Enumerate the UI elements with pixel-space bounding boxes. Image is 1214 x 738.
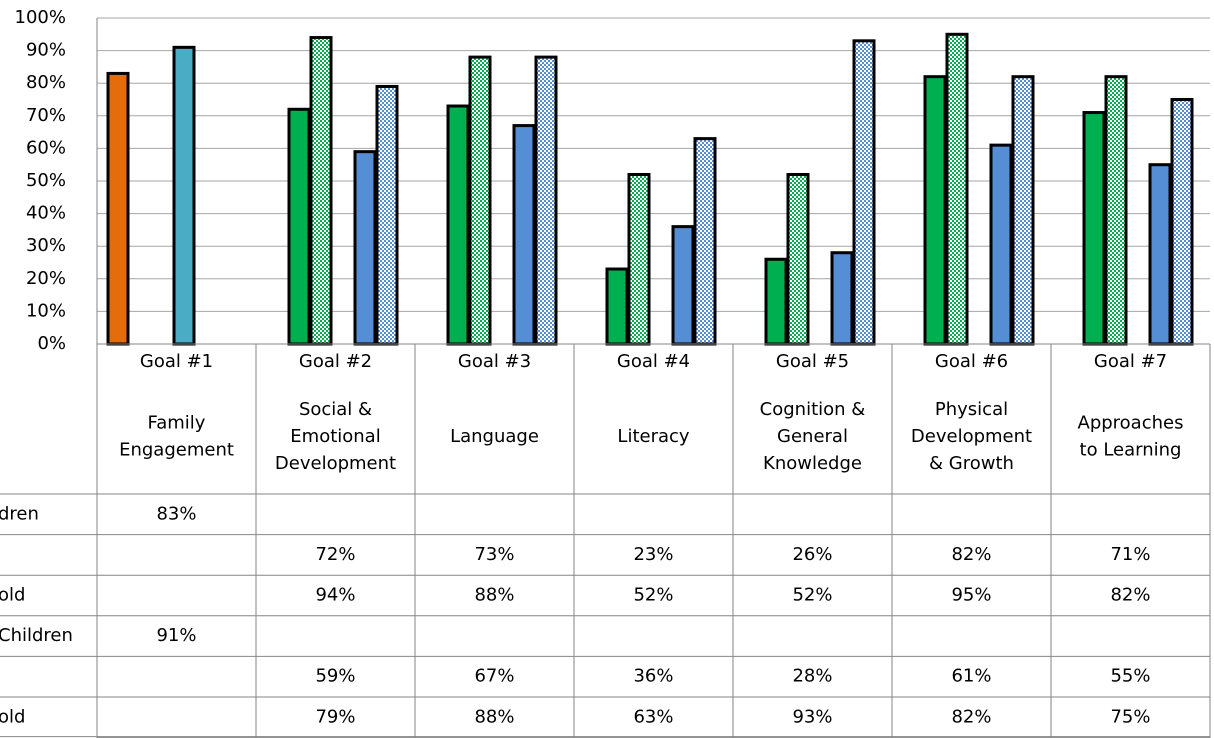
table-value: 67%	[474, 666, 514, 687]
category-description: Social &	[299, 399, 372, 420]
x-tick-label: Goal #3	[458, 351, 531, 372]
table-value: 75%	[1110, 706, 1150, 727]
table-value: 52%	[792, 585, 832, 606]
category-description: Knowledge	[763, 453, 862, 474]
bar	[786, 172, 810, 346]
bar	[945, 32, 969, 346]
bar	[852, 39, 876, 346]
y-tick-label: 60%	[26, 137, 66, 158]
y-tick-label: 40%	[26, 203, 66, 224]
category-description: Family	[148, 413, 206, 434]
bar	[1148, 163, 1172, 346]
x-tick-label: Goal #4	[617, 351, 690, 372]
y-tick-label: 50%	[26, 170, 66, 191]
y-tick-label: 0%	[37, 333, 66, 354]
table-value: 95%	[951, 585, 991, 606]
y-tick-label: 70%	[26, 105, 66, 126]
table-value: 88%	[474, 706, 514, 727]
category-description: to Learning	[1080, 440, 1182, 461]
category-description: Cognition &	[760, 399, 866, 420]
x-tick-label: Goal #7	[1094, 351, 1167, 372]
legend-label: Children	[0, 625, 73, 646]
table-value: 94%	[315, 585, 355, 606]
category-description: & Growth	[929, 453, 1014, 474]
bar	[1104, 75, 1128, 346]
bar	[309, 36, 333, 346]
bar	[1082, 111, 1106, 346]
table-value: 52%	[633, 585, 673, 606]
table-value: 26%	[792, 544, 832, 565]
table-value: 91%	[156, 625, 196, 646]
category-description: Approaches	[1078, 413, 1184, 434]
table-value: 55%	[1110, 666, 1150, 687]
category-description: Engagement	[119, 440, 234, 461]
table-value: 59%	[315, 666, 355, 687]
bar	[375, 84, 399, 346]
bar	[830, 251, 854, 346]
x-tick-label: Goal #5	[776, 351, 849, 372]
y-tick-label: 10%	[26, 300, 66, 321]
y-tick-label: 20%	[26, 268, 66, 289]
category-description: Development	[911, 426, 1032, 447]
y-tick-label: 90%	[26, 40, 66, 61]
bar	[353, 150, 377, 346]
table-value: 72%	[315, 544, 355, 565]
table-value: 88%	[474, 585, 514, 606]
bar	[106, 71, 130, 346]
y-tick-label: 80%	[26, 72, 66, 93]
bar	[989, 143, 1013, 346]
table-value: 36%	[633, 666, 673, 687]
bar	[605, 267, 629, 346]
bar	[446, 104, 470, 346]
table-value: 82%	[951, 544, 991, 565]
bar	[923, 75, 947, 346]
category-description: Emotional	[290, 426, 380, 447]
table-value: 23%	[633, 544, 673, 565]
bar	[671, 225, 695, 346]
table-value: 28%	[792, 666, 832, 687]
bar	[468, 55, 492, 346]
bar	[764, 257, 788, 346]
category-description: General	[777, 426, 848, 447]
table-value: 83%	[156, 503, 196, 524]
bar	[627, 172, 651, 346]
table-value: 82%	[951, 706, 991, 727]
category-description: Language	[450, 426, 539, 447]
x-tick-label: Goal #2	[299, 351, 372, 372]
x-tick-label: Goal #1	[140, 351, 213, 372]
bar	[512, 124, 536, 346]
table-value: 71%	[1110, 544, 1150, 565]
table-value: 82%	[1110, 585, 1150, 606]
y-tick-label: 100%	[15, 7, 66, 28]
bar	[1011, 75, 1035, 346]
x-tick-label: Goal #6	[935, 351, 1008, 372]
category-description: Literacy	[617, 426, 689, 447]
legend-label: old	[0, 585, 25, 606]
table-value: 93%	[792, 706, 832, 727]
table-value: 73%	[474, 544, 514, 565]
legend-label: dren	[0, 503, 39, 524]
table-value: 61%	[951, 666, 991, 687]
bar	[1170, 98, 1194, 346]
bar	[693, 137, 717, 346]
bar	[172, 45, 196, 346]
table-value: 79%	[315, 706, 355, 727]
category-description: Development	[275, 453, 396, 474]
bar	[534, 55, 558, 346]
legend-label: old	[0, 706, 25, 727]
y-tick-label: 30%	[26, 235, 66, 256]
table-value: 63%	[633, 706, 673, 727]
bar	[287, 107, 311, 346]
category-description: Physical	[935, 399, 1008, 420]
